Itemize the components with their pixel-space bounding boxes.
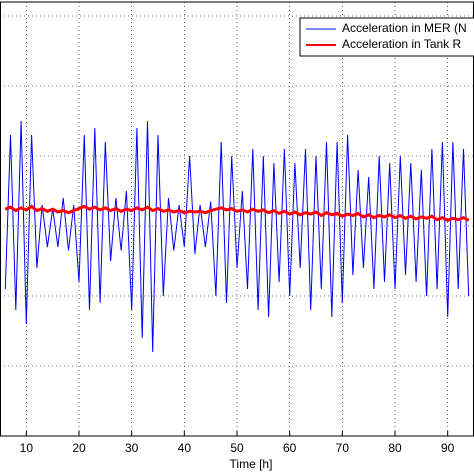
x-tick-label: 30	[125, 441, 139, 455]
x-tick-label: 90	[441, 441, 455, 455]
x-tick-label: 40	[178, 441, 192, 455]
legend: Acceleration in MER (N Acceleration in Ta…	[299, 17, 474, 57]
x-tick-label: 80	[388, 441, 402, 455]
data-line	[4, 204, 470, 223]
x-tick-label: 60	[283, 441, 297, 455]
x-tick-label: 10	[20, 441, 34, 455]
data-line	[4, 120, 470, 353]
legend-label: Acceleration in MER (N	[342, 21, 467, 35]
x-tick-label: 70	[336, 441, 350, 455]
x-axis-label: Time [h]	[230, 457, 273, 471]
legend-label: Acceleration in Tank R	[342, 37, 462, 51]
x-tick-label: 50	[230, 441, 244, 455]
x-tick-label: 20	[72, 441, 86, 455]
legend-box	[299, 17, 474, 57]
